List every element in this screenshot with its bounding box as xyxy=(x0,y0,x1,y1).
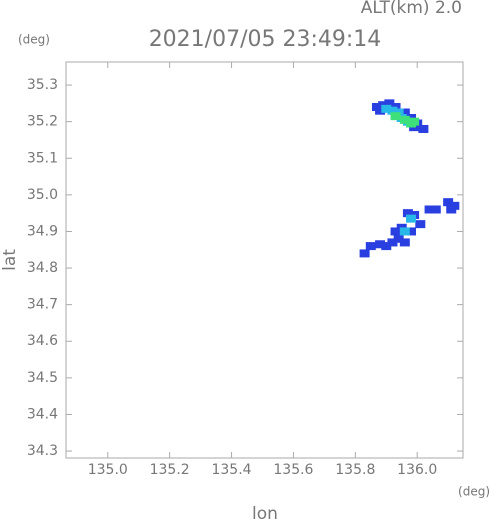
echo-cell xyxy=(409,117,420,126)
y-tick-label: 35.2 xyxy=(27,114,58,130)
x-tick-label: 135.4 xyxy=(211,462,251,478)
echo-cell xyxy=(359,249,370,258)
x-tick-label: 135.2 xyxy=(150,462,190,478)
y-tick-label: 35.0 xyxy=(27,187,58,203)
y-tick-label: 34.7 xyxy=(27,297,58,313)
y-tick-label: 34.9 xyxy=(27,223,58,239)
x-tick-label: 136.0 xyxy=(397,462,437,478)
echo-cell xyxy=(424,205,435,214)
y-tick-label: 34.4 xyxy=(27,406,58,422)
y-tick-label: 34.8 xyxy=(27,260,58,276)
echo-cell xyxy=(406,214,417,223)
echo-cell xyxy=(365,242,376,251)
chart-title: 2021/07/05 23:49:14 xyxy=(149,27,382,52)
echo-cell xyxy=(446,205,457,214)
x-tick-label: 135.6 xyxy=(273,462,313,478)
echo-cell xyxy=(375,106,386,115)
x-tick-label: 135.0 xyxy=(88,462,128,478)
echo-cell xyxy=(387,238,398,247)
echo-cell xyxy=(381,242,392,251)
echo-cell xyxy=(406,227,417,236)
x-unit: (deg) xyxy=(458,485,490,499)
y-tick-label: 34.5 xyxy=(27,370,58,386)
x-tick-label: 135.8 xyxy=(335,462,375,478)
echo-cell xyxy=(443,198,454,207)
echo-cell xyxy=(387,106,398,115)
echo-cell xyxy=(375,240,386,249)
echo-cell xyxy=(399,227,410,236)
y-tick-label: 34.6 xyxy=(27,333,58,349)
echo-cell xyxy=(390,112,401,121)
altitude-label: ALT(km) 2.0 xyxy=(361,0,462,18)
echo-cell xyxy=(430,205,441,214)
y-tick-label: 35.1 xyxy=(27,150,58,166)
echo-cell xyxy=(399,115,410,124)
y-axis-label: lat xyxy=(0,249,20,271)
y-unit: (deg) xyxy=(18,33,50,47)
x-axis-label: lon xyxy=(252,504,278,521)
echo-cell xyxy=(384,99,395,108)
echo-cell xyxy=(399,238,410,247)
echo-cell xyxy=(381,104,392,113)
echo-cell xyxy=(399,108,410,117)
echo-cell xyxy=(415,220,426,229)
y-tick-label: 35.3 xyxy=(27,77,58,93)
echo-cell xyxy=(390,227,401,236)
echo-cell xyxy=(393,234,404,243)
echo-cell xyxy=(418,124,429,133)
plot-frame xyxy=(65,61,464,459)
y-tick-label: 34.3 xyxy=(27,443,58,459)
echo-cell xyxy=(402,209,413,218)
